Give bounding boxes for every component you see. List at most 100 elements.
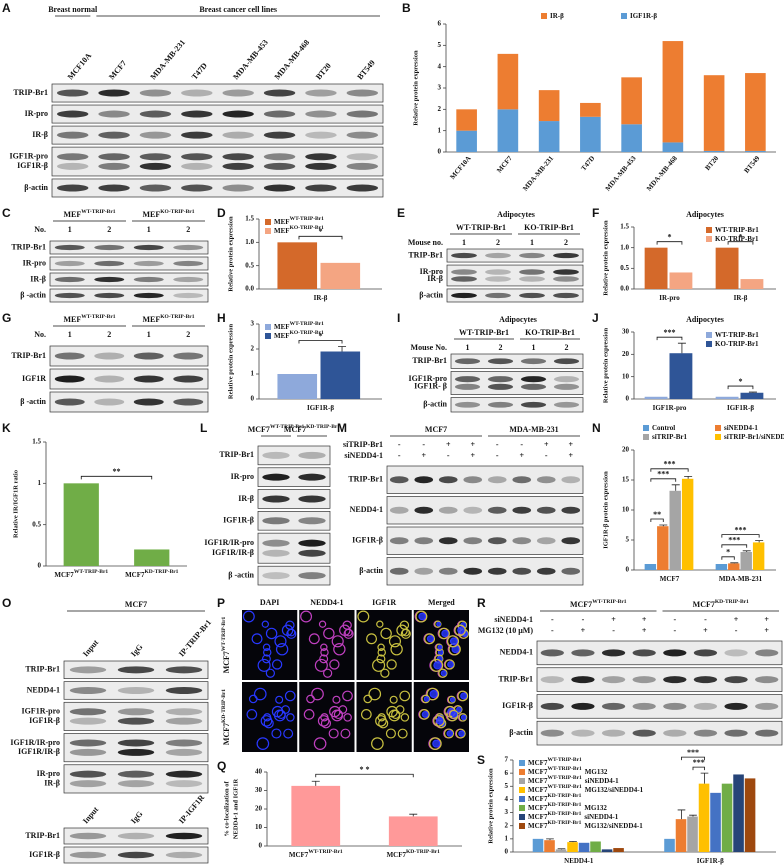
band bbox=[181, 162, 213, 170]
y-tick-label: 1 bbox=[438, 126, 442, 134]
lane-label: 1 bbox=[68, 330, 72, 339]
band bbox=[133, 352, 164, 360]
label-text: WT-TRIP-Br1 bbox=[715, 226, 759, 234]
legend-swatch bbox=[706, 227, 712, 233]
significance-label: *** bbox=[664, 460, 676, 469]
group-label: WT-TRIP-Br1 bbox=[459, 328, 509, 337]
error-bar bbox=[677, 809, 686, 820]
cell bbox=[271, 659, 283, 670]
cell bbox=[261, 654, 271, 664]
band bbox=[56, 131, 89, 139]
band bbox=[487, 506, 507, 514]
bar-segment bbox=[621, 77, 642, 125]
significance-label: *** bbox=[687, 748, 699, 757]
significance-label: * * bbox=[360, 765, 370, 774]
band bbox=[262, 539, 290, 547]
band bbox=[139, 131, 172, 139]
cell bbox=[460, 692, 468, 700]
group-label: MEFKO-TRIP-Br1 bbox=[142, 209, 194, 219]
band bbox=[117, 748, 155, 756]
cell bbox=[376, 654, 386, 664]
cell bbox=[421, 694, 431, 704]
band bbox=[463, 567, 483, 575]
band bbox=[133, 260, 164, 267]
cell bbox=[242, 610, 255, 623]
lane-label: IgG bbox=[129, 642, 144, 658]
band bbox=[133, 244, 164, 251]
legend-swatch bbox=[715, 434, 721, 440]
y-tick-label: 7 bbox=[505, 756, 509, 764]
superscript: KD-TRIP-Br1 bbox=[715, 599, 749, 605]
error-bar bbox=[677, 342, 686, 354]
blot-strip bbox=[536, 694, 783, 719]
lane-label: 2 bbox=[496, 238, 500, 247]
condition-mark: - bbox=[398, 451, 401, 460]
label-text: MCF7 bbox=[222, 723, 231, 745]
cell bbox=[317, 715, 330, 727]
condition-mark: - bbox=[673, 626, 676, 635]
band bbox=[94, 244, 125, 251]
band bbox=[512, 476, 532, 484]
band bbox=[69, 739, 107, 747]
lane-label: MDA-MB-231 bbox=[148, 38, 187, 82]
lane-label: 1 bbox=[147, 225, 151, 234]
cell bbox=[256, 737, 270, 750]
y-axis-label: Relative protein expression bbox=[602, 220, 609, 296]
lane-label: 1 bbox=[466, 343, 470, 352]
lane-label: T47D bbox=[190, 61, 209, 82]
condition-mark: + bbox=[581, 626, 586, 635]
condition-mark: + bbox=[734, 615, 739, 624]
legend-label: MCF7KD-TRIP-Br1 siNEDD4-1 bbox=[528, 811, 619, 820]
y-tick-label: 0 bbox=[626, 395, 630, 403]
bar bbox=[715, 396, 739, 399]
cell bbox=[322, 668, 333, 678]
y-tick-label: 1.0 bbox=[245, 238, 254, 246]
y-axis-label: % co-localization of bbox=[223, 781, 230, 837]
band bbox=[553, 269, 579, 275]
y-tick-label: 1.5 bbox=[245, 215, 254, 223]
band bbox=[438, 476, 458, 484]
band bbox=[389, 506, 409, 514]
bar bbox=[277, 374, 318, 399]
bar bbox=[601, 849, 613, 852]
cell bbox=[371, 737, 384, 750]
legend-label: KO-TRIP-Br1 bbox=[715, 235, 759, 243]
legend-swatch bbox=[265, 333, 271, 339]
band bbox=[262, 495, 290, 503]
band bbox=[414, 567, 434, 575]
legend-label: IR-β bbox=[550, 12, 564, 20]
superscript: KO-TRIP-Br1 bbox=[160, 314, 194, 320]
band bbox=[262, 572, 290, 580]
band bbox=[94, 260, 125, 267]
lane-label: MDA-MB-468 bbox=[273, 38, 312, 82]
band bbox=[536, 476, 556, 484]
row-label: IGF1R-β bbox=[29, 850, 60, 859]
bar-segment bbox=[497, 53, 519, 110]
y-tick-label: 15 bbox=[622, 476, 630, 484]
band bbox=[181, 153, 213, 161]
band bbox=[463, 537, 483, 545]
superscript: WT-TRIP-Br1 bbox=[308, 849, 343, 855]
y-tick-label: 4 bbox=[438, 62, 442, 70]
y-tick-label: 0.5 bbox=[32, 520, 41, 528]
band bbox=[263, 162, 296, 170]
y-tick-label: 40 bbox=[255, 768, 263, 776]
band bbox=[94, 375, 125, 383]
y-tick-label: 1 bbox=[38, 479, 42, 487]
cell bbox=[458, 713, 468, 722]
band bbox=[485, 276, 511, 282]
band bbox=[561, 567, 581, 575]
bar bbox=[675, 819, 687, 852]
image-column-label: DAPI bbox=[260, 598, 280, 607]
blot-strip bbox=[51, 178, 384, 198]
band bbox=[94, 352, 125, 360]
band bbox=[571, 729, 595, 737]
x-tick-label: IGF1R-pro bbox=[653, 404, 687, 412]
cell bbox=[437, 644, 443, 650]
band bbox=[389, 537, 409, 545]
band bbox=[173, 260, 204, 267]
row-label: IGF1R-β bbox=[352, 536, 383, 545]
lane-label: BT20 bbox=[314, 61, 333, 81]
row-label: TRIP-Br1 bbox=[25, 831, 60, 840]
significance-label: *** bbox=[693, 758, 705, 767]
